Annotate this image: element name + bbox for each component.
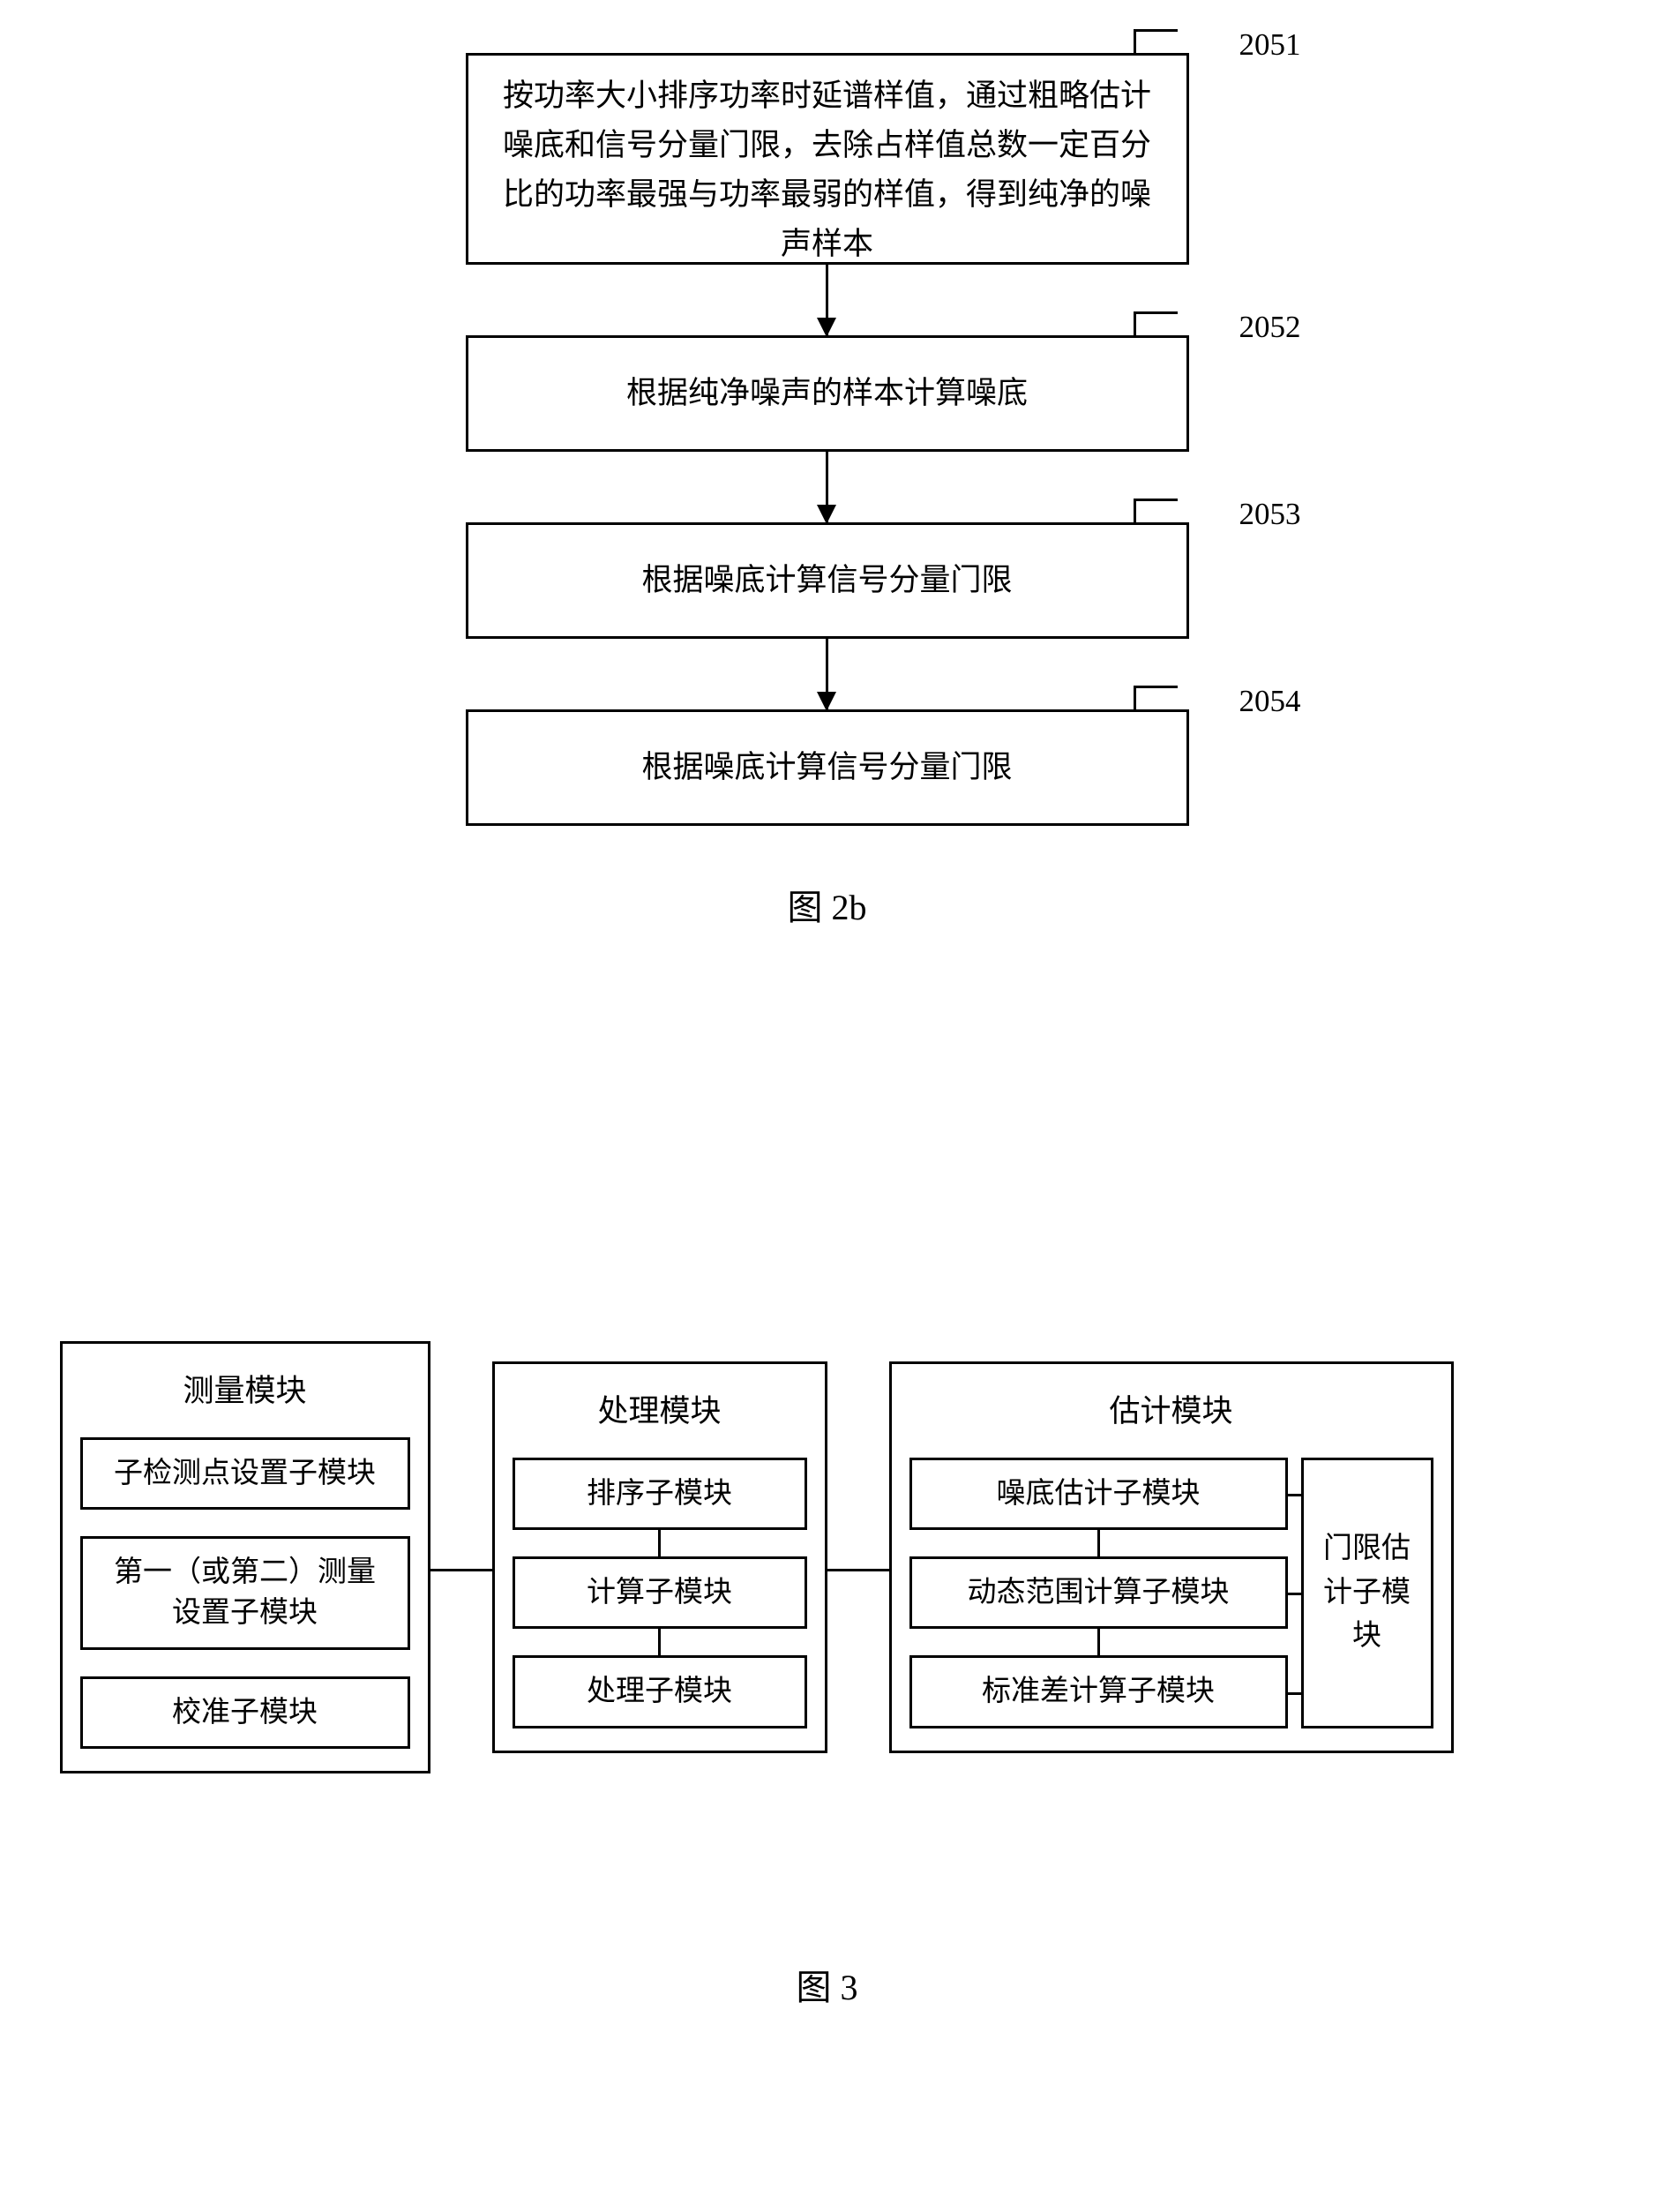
sub-noise-floor: 噪底估计子模块	[909, 1458, 1288, 1530]
sub-sort: 排序子模块	[513, 1458, 807, 1530]
flow-text-2: 根据纯净噪声的样本计算噪底	[626, 376, 1028, 410]
est-link-2	[1288, 1593, 1304, 1595]
est-vlink-2	[1097, 1629, 1100, 1655]
proc-link-1	[658, 1530, 661, 1556]
module-process-title: 处理模块	[513, 1386, 807, 1431]
flow-step-3: 2053 根据噪底计算信号分量门限	[466, 522, 1189, 639]
connector-1-2	[430, 1569, 492, 1571]
connector-2-3	[827, 1569, 889, 1571]
flow-label-2: 2052	[1239, 303, 1301, 352]
module-estimate-title: 估计模块	[909, 1386, 1433, 1431]
module-measure-title: 测量模块	[80, 1366, 410, 1411]
flow-text-3: 根据噪底计算信号分量门限	[641, 563, 1012, 597]
sub-compute: 计算子模块	[513, 1556, 807, 1629]
flow-step-4: 2054 根据噪底计算信号分量门限	[466, 709, 1189, 826]
flow-label-3: 2053	[1239, 490, 1301, 539]
flow-step-2: 2052 根据纯净噪声的样本计算噪底	[466, 335, 1189, 452]
sub-process: 处理子模块	[513, 1655, 807, 1728]
est-link-1	[1288, 1494, 1304, 1496]
proc-link-2	[658, 1629, 661, 1655]
sub-measure-setting: 第一（或第二）测量设置子模块	[80, 1536, 410, 1649]
block-diagram-3: 测量模块 子检测点设置子模块 第一（或第二）测量设置子模块 校准子模块 处理模块…	[60, 1341, 1595, 1773]
module-measure: 测量模块 子检测点设置子模块 第一（或第二）测量设置子模块 校准子模块	[60, 1341, 430, 1773]
caption-3: 图 3	[797, 1959, 858, 2010]
module-process: 处理模块 排序子模块 计算子模块 处理子模块	[492, 1361, 827, 1753]
est-vlink-1	[1097, 1530, 1100, 1556]
flow-label-1: 2051	[1239, 20, 1301, 70]
flow-arrow-1	[826, 265, 828, 335]
sub-std-dev: 标准差计算子模块	[909, 1655, 1288, 1728]
flow-step-1: 2051 按功率大小排序功率时延谱样值，通过粗略估计噪底和信号分量门限，去除占样…	[466, 53, 1189, 265]
est-link-3	[1288, 1692, 1304, 1695]
flow-text-4: 根据噪底计算信号分量门限	[641, 750, 1012, 784]
sub-calibrate: 校准子模块	[80, 1676, 410, 1749]
flowchart-2b: 2051 按功率大小排序功率时延谱样值，通过粗略估计噪底和信号分量门限，去除占样…	[430, 53, 1224, 930]
sub-threshold-estimate: 门限估计子模块	[1301, 1458, 1433, 1728]
flow-arrow-2	[826, 452, 828, 522]
sub-detection-point: 子检测点设置子模块	[80, 1437, 410, 1510]
flow-arrow-3	[826, 639, 828, 709]
flow-label-4: 2054	[1239, 677, 1301, 726]
flow-text-1: 按功率大小排序功率时延谱样值，通过粗略估计噪底和信号分量门限，去除占样值总数一定…	[503, 79, 1151, 261]
sub-dynamic-range: 动态范围计算子模块	[909, 1556, 1288, 1629]
module-estimate: 估计模块 噪底估计子模块 动态范围计算子模块 标准差计算子模块 门限估计子模块	[889, 1361, 1454, 1753]
caption-2b: 图 2b	[430, 879, 1224, 930]
